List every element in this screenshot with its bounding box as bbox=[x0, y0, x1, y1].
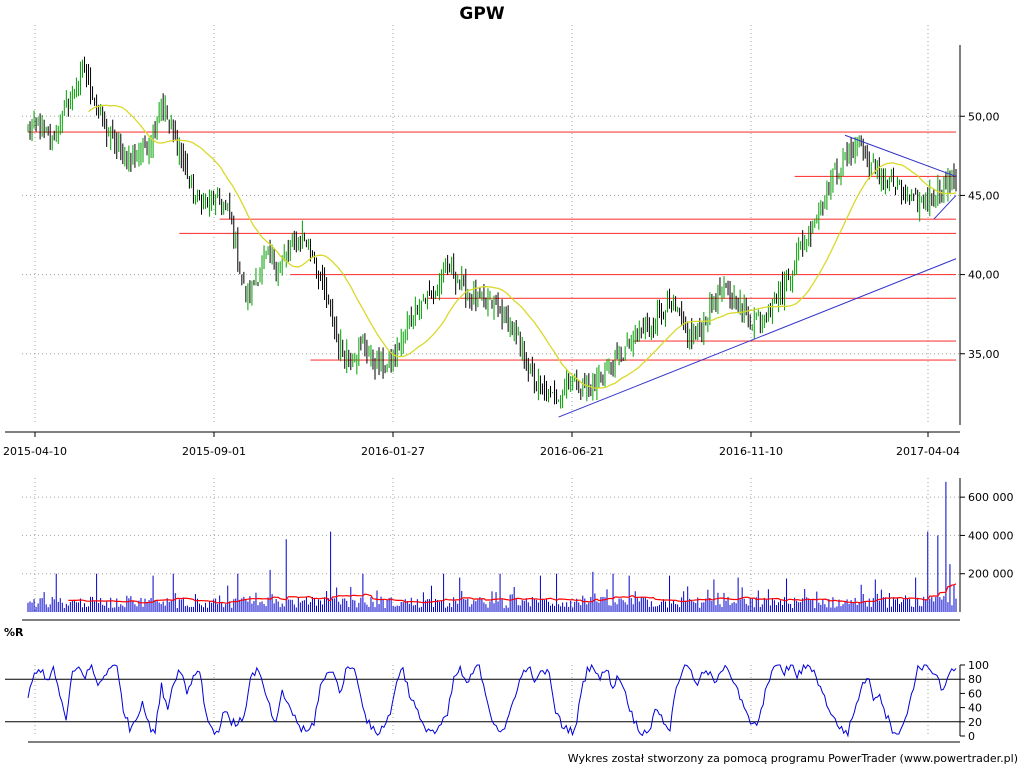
date-tick-label: 2016-01-27 bbox=[361, 445, 425, 458]
volume-y-tick-labels: 200 000 400 000 600 000 bbox=[960, 491, 1014, 581]
wr-y-tick-label: 0 bbox=[968, 730, 975, 743]
volume-y-tick-label: 400 000 bbox=[968, 529, 1014, 542]
price-y-tick-label: 50,00 bbox=[968, 110, 1000, 123]
wr-y-tick-label: 80 bbox=[968, 673, 982, 686]
date-tick-label: 2015-04-10 bbox=[3, 445, 67, 458]
williams-r-gridlines bbox=[5, 665, 960, 736]
chart-title: GPW bbox=[459, 4, 504, 24]
wr-y-tick-label: 100 bbox=[968, 659, 989, 672]
price-candles bbox=[27, 56, 957, 409]
wr-y-tick-label: 20 bbox=[968, 716, 982, 729]
date-tick-label: 2015-09-01 bbox=[182, 445, 246, 458]
price-y-tick-label: 45,00 bbox=[968, 189, 1000, 202]
volume-panel: 200 000 400 000 600 000 bbox=[22, 478, 1014, 621]
price-y-tick-label: 35,00 bbox=[968, 348, 1000, 361]
williams-r-line-path bbox=[27, 663, 957, 738]
volume-axes bbox=[22, 478, 961, 621]
williams-r-line bbox=[27, 663, 957, 738]
trend-line bbox=[844, 134, 957, 177]
price-panel: 35,00 40,00 45,00 50,00 2015-04-10 2015-09-0… bbox=[3, 25, 1000, 458]
support-resistance-lines bbox=[28, 131, 956, 361]
moving-average-line bbox=[88, 104, 957, 389]
indicator-label: %R bbox=[4, 626, 24, 639]
volume-moving-average bbox=[68, 583, 957, 604]
wr-y-tick-label: 60 bbox=[968, 687, 982, 700]
williams-r-axes bbox=[28, 665, 961, 743]
trend-line bbox=[933, 195, 957, 220]
price-y-tick-label: 40,00 bbox=[968, 269, 1000, 282]
volume-gridlines bbox=[22, 478, 960, 612]
wr-y-tick-label: 40 bbox=[968, 702, 982, 715]
date-tick-labels: 2015-04-10 2015-09-01 2016-01-27 2016-06-21… bbox=[3, 432, 960, 458]
volume-y-tick-label: 600 000 bbox=[968, 491, 1014, 504]
trend-lines bbox=[558, 134, 957, 418]
volume-ma-line bbox=[68, 583, 957, 604]
volume-y-tick-label: 200 000 bbox=[968, 568, 1014, 581]
trend-line bbox=[558, 258, 957, 418]
price-moving-average bbox=[88, 104, 957, 389]
date-tick-label: 2017-04-04 bbox=[896, 445, 960, 458]
volume-bars bbox=[27, 481, 957, 612]
price-axes bbox=[5, 45, 961, 433]
date-tick-label: 2016-06-21 bbox=[540, 445, 604, 458]
credit-text: Wykres został stworzony za pomocą progra… bbox=[568, 752, 1018, 765]
price-y-tick-labels: 35,00 40,00 45,00 50,00 bbox=[960, 110, 1000, 361]
date-tick-label: 2016-11-10 bbox=[719, 445, 783, 458]
